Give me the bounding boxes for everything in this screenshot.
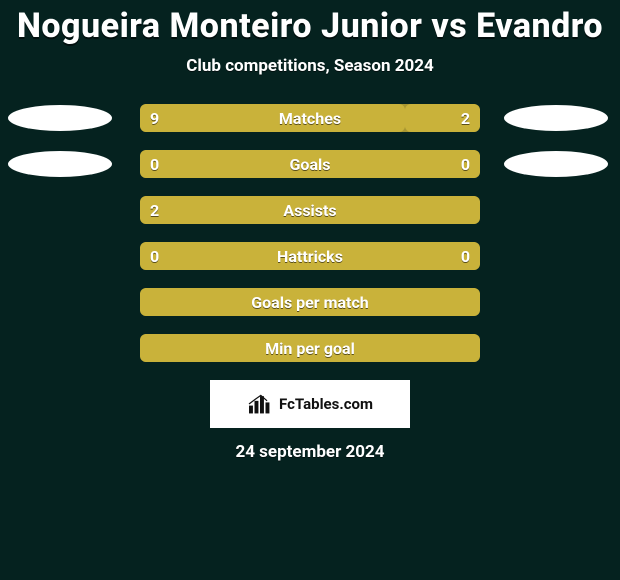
stat-bar: 2Assists bbox=[140, 196, 480, 224]
comparison-row: Min per goal bbox=[0, 334, 620, 362]
stat-bar-fill-left bbox=[140, 104, 405, 132]
stat-bar: 00Goals bbox=[140, 150, 480, 178]
fctables-logo: FcTables.com bbox=[210, 380, 410, 428]
infographic-content: Nogueira Monteiro Junior vs Evandro Club… bbox=[0, 0, 620, 580]
stat-value-left: 2 bbox=[150, 196, 159, 224]
stat-value-right: 0 bbox=[461, 242, 470, 270]
stat-bar-fill-left bbox=[140, 150, 480, 178]
logo-text: FcTables.com bbox=[279, 395, 373, 413]
stat-bar: Min per goal bbox=[140, 334, 480, 362]
player-avatar-left bbox=[8, 105, 112, 131]
comparison-row: Goals per match bbox=[0, 288, 620, 316]
stat-bar-fill-left bbox=[140, 196, 480, 224]
stat-bar-fill-left bbox=[140, 334, 480, 362]
player-avatar-right bbox=[504, 151, 608, 177]
stat-bar: 00Hattricks bbox=[140, 242, 480, 270]
stat-value-left: 0 bbox=[150, 242, 159, 270]
date-label: 24 september 2024 bbox=[0, 442, 620, 462]
stat-value-right: 2 bbox=[461, 104, 470, 132]
comparison-row: 00Goals bbox=[0, 150, 620, 178]
comparison-row: 92Matches bbox=[0, 104, 620, 132]
player-avatar-right bbox=[504, 105, 608, 131]
page-subtitle: Club competitions, Season 2024 bbox=[0, 56, 620, 76]
stat-bar: 92Matches bbox=[140, 104, 480, 132]
comparison-rows: 92Matches00Goals2Assists00HattricksGoals… bbox=[0, 104, 620, 362]
stat-bar: Goals per match bbox=[140, 288, 480, 316]
comparison-row: 2Assists bbox=[0, 196, 620, 224]
stat-value-left: 0 bbox=[150, 150, 159, 178]
page-title: Nogueira Monteiro Junior vs Evandro bbox=[0, 6, 620, 46]
stat-value-left: 9 bbox=[150, 104, 159, 132]
stat-value-right: 0 bbox=[461, 150, 470, 178]
stat-bar-fill-left bbox=[140, 242, 480, 270]
bar-chart-icon bbox=[247, 393, 273, 415]
comparison-row: 00Hattricks bbox=[0, 242, 620, 270]
stat-bar-fill-left bbox=[140, 288, 480, 316]
player-avatar-left bbox=[8, 151, 112, 177]
